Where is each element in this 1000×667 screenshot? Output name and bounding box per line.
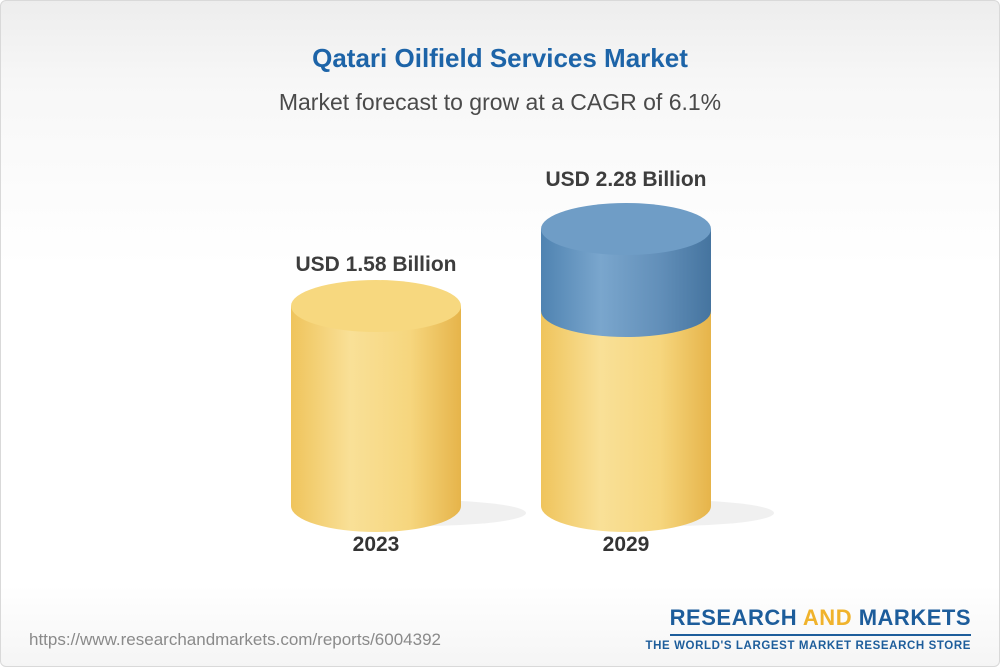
logo-word-and: AND xyxy=(802,605,853,630)
bar-2023-cylinder xyxy=(291,280,461,532)
cylinder-chart-svg xyxy=(291,203,774,532)
value-label-2023: USD 1.58 Billion xyxy=(295,253,457,276)
value-label-2029: USD 2.28 Billion xyxy=(545,168,707,191)
category-label-2023: 2023 xyxy=(352,533,400,556)
page-subtitle: Market forecast to grow at a CAGR of 6.1… xyxy=(278,89,722,115)
footer: https://www.researchandmarkets.com/repor… xyxy=(1,605,999,652)
page-title: Qatari Oilfield Services Market xyxy=(312,43,688,73)
research-and-markets-logo: RESEARCH AND MARKETS THE WORLD'S LARGEST… xyxy=(645,605,971,652)
logo-wordmark: RESEARCH AND MARKETS xyxy=(669,605,971,636)
logo-tagline: THE WORLD'S LARGEST MARKET RESEARCH STOR… xyxy=(645,640,971,652)
logo-word-markets: MARKETS xyxy=(858,605,971,630)
report-url: https://www.researchandmarkets.com/repor… xyxy=(29,630,441,649)
logo-word-research: RESEARCH xyxy=(669,605,798,630)
bar-chart: USD 1.58 Billion USD 2.28 Billion 2023 2… xyxy=(1,141,999,561)
category-label-2029: 2029 xyxy=(602,533,650,556)
bar-2029-cylinder xyxy=(541,203,711,532)
